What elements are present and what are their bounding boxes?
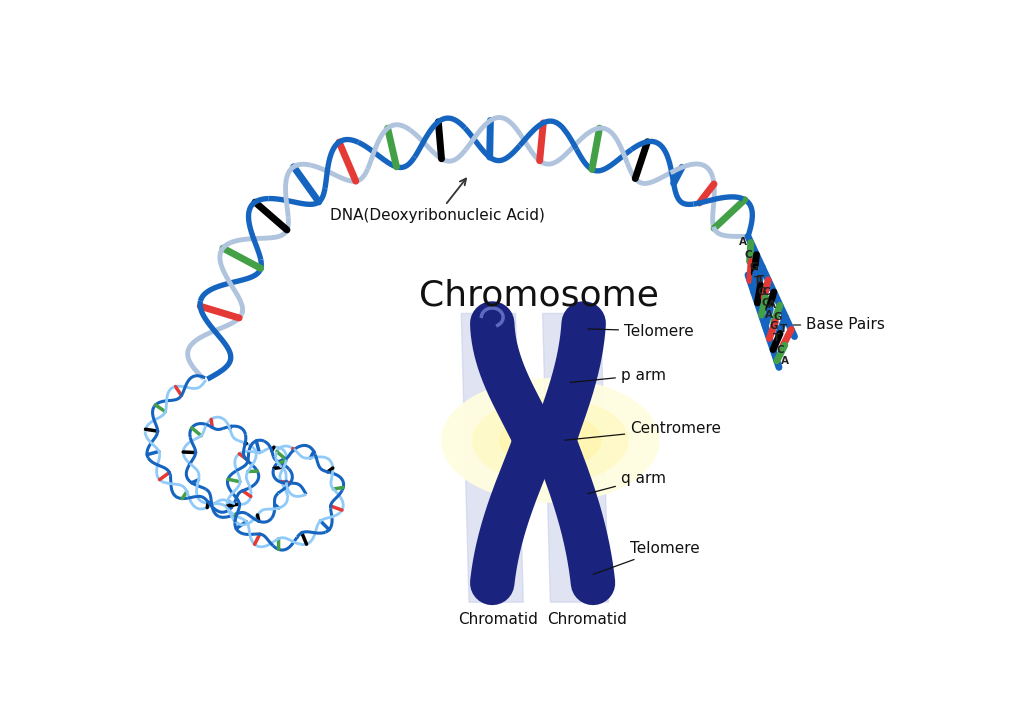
- Text: Chromosome: Chromosome: [419, 279, 658, 313]
- Text: A: A: [780, 356, 788, 366]
- Polygon shape: [461, 313, 523, 603]
- Text: Chromatid: Chromatid: [458, 613, 538, 628]
- Text: C: C: [744, 249, 753, 260]
- Text: Chromatid: Chromatid: [547, 613, 627, 628]
- Text: p arm: p arm: [570, 367, 666, 383]
- Text: G: G: [769, 321, 777, 331]
- Text: q arm: q arm: [588, 472, 666, 494]
- Text: A: A: [765, 310, 773, 320]
- Text: A: A: [739, 237, 746, 247]
- Text: T: T: [773, 334, 780, 344]
- Polygon shape: [543, 313, 608, 603]
- Ellipse shape: [442, 379, 658, 502]
- Text: C: C: [761, 298, 769, 308]
- Ellipse shape: [473, 398, 628, 483]
- Text: Base Pairs: Base Pairs: [794, 318, 885, 332]
- Text: G: G: [750, 262, 758, 272]
- Text: C: C: [762, 287, 770, 297]
- Text: C: C: [777, 344, 784, 354]
- Text: G: G: [758, 287, 766, 297]
- Text: T: T: [780, 324, 787, 334]
- Text: A: A: [768, 301, 776, 310]
- Text: T: T: [754, 275, 761, 285]
- Text: DNA(Deoxyribonucleic Acid): DNA(Deoxyribonucleic Acid): [330, 178, 545, 223]
- Ellipse shape: [500, 413, 601, 467]
- Text: Centromere: Centromere: [565, 421, 721, 440]
- Text: T: T: [757, 275, 764, 285]
- Text: Telomere: Telomere: [593, 541, 700, 574]
- Text: G: G: [773, 312, 781, 322]
- Text: Telomere: Telomere: [588, 324, 693, 339]
